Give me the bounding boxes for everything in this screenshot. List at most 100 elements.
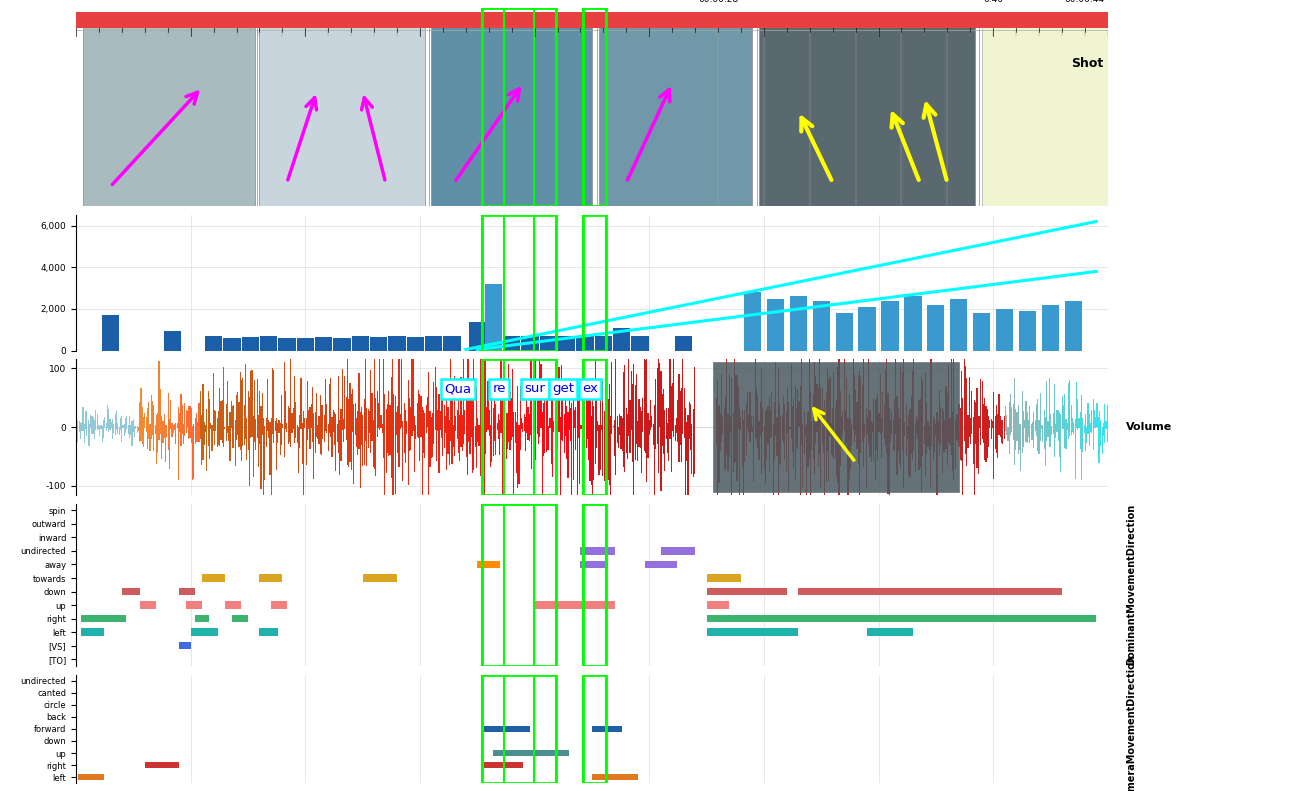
Bar [241, 337, 258, 350]
Bar [973, 313, 990, 350]
Bar [599, 12, 753, 206]
Text: 00:00:28: 00:00:28 [697, 0, 738, 4]
Bar [582, 8, 607, 206]
Bar [79, 774, 104, 781]
Bar [535, 601, 615, 609]
Text: CameraMovementDirection: CameraMovementDirection [1126, 654, 1137, 791]
Bar [759, 12, 975, 206]
Bar [522, 336, 539, 350]
Bar [707, 574, 741, 581]
Bar [260, 336, 277, 350]
Bar [388, 336, 405, 350]
Bar [707, 588, 787, 596]
Bar [164, 331, 181, 350]
Bar [190, 628, 218, 636]
Bar [225, 601, 241, 609]
Bar [351, 336, 368, 350]
Text: Qua: Qua [444, 382, 472, 396]
Bar [180, 642, 190, 649]
Bar [813, 301, 830, 350]
Bar [315, 337, 332, 350]
Bar [144, 762, 180, 768]
Bar [481, 675, 556, 783]
Bar [493, 750, 569, 756]
Bar [425, 336, 442, 350]
Bar [333, 338, 350, 350]
Bar [484, 762, 523, 768]
Bar [443, 336, 460, 350]
Bar [481, 215, 556, 350]
Bar [363, 574, 397, 581]
Bar [867, 628, 912, 636]
Bar [743, 292, 760, 350]
Text: sur: sur [524, 382, 545, 396]
Bar [1065, 301, 1082, 350]
Bar [468, 323, 486, 350]
Bar [582, 504, 607, 666]
Bar [1042, 305, 1059, 350]
Bar [431, 12, 593, 206]
Bar [481, 8, 556, 206]
Bar [593, 725, 621, 732]
Bar [798, 588, 1062, 596]
Text: get: get [552, 382, 574, 396]
Bar [645, 561, 676, 568]
Bar [675, 336, 692, 350]
Bar [713, 362, 958, 492]
Bar [186, 601, 202, 609]
Text: DominantMovementDirection: DominantMovementDirection [1126, 504, 1137, 665]
Bar [595, 336, 612, 350]
Bar [370, 337, 387, 350]
Bar [76, 12, 1108, 28]
Bar [260, 574, 282, 581]
Text: 00:00:44: 00:00:44 [1065, 0, 1105, 4]
Bar [223, 338, 240, 350]
Bar [707, 601, 729, 609]
Bar [577, 335, 594, 350]
Bar [1019, 311, 1036, 350]
Bar [614, 327, 631, 350]
Bar [477, 561, 501, 568]
Bar [278, 338, 295, 350]
Bar [205, 336, 222, 350]
Bar [406, 337, 423, 350]
Bar [540, 336, 557, 350]
Bar [481, 359, 556, 494]
Bar [232, 615, 248, 623]
Bar [582, 675, 607, 783]
Bar [835, 313, 852, 350]
Bar [122, 588, 140, 596]
Bar [789, 297, 806, 350]
Text: Volume: Volume [1126, 422, 1172, 432]
Bar [484, 725, 530, 732]
Text: re: re [493, 382, 506, 396]
Bar [296, 338, 313, 350]
Bar [927, 305, 944, 350]
Bar [707, 615, 1096, 623]
Bar [180, 588, 195, 596]
Bar [582, 215, 607, 350]
Bar [80, 615, 126, 623]
Bar [982, 12, 1108, 206]
Bar [260, 628, 278, 636]
Bar [905, 297, 922, 350]
Bar [859, 307, 876, 350]
Bar [195, 615, 208, 623]
Bar [481, 504, 556, 666]
Text: ex: ex [582, 382, 598, 396]
Bar [260, 12, 425, 206]
Bar [581, 547, 615, 554]
Bar [202, 574, 225, 581]
Bar [80, 628, 104, 636]
Bar [582, 359, 607, 494]
Bar [996, 309, 1013, 350]
Bar [271, 601, 287, 609]
Bar [707, 628, 798, 636]
Text: Shot: Shot [1071, 57, 1104, 70]
Bar [581, 561, 608, 568]
Bar [102, 315, 119, 350]
Bar [632, 336, 649, 350]
Bar [950, 298, 968, 350]
Bar [661, 547, 695, 554]
Bar [503, 336, 520, 350]
